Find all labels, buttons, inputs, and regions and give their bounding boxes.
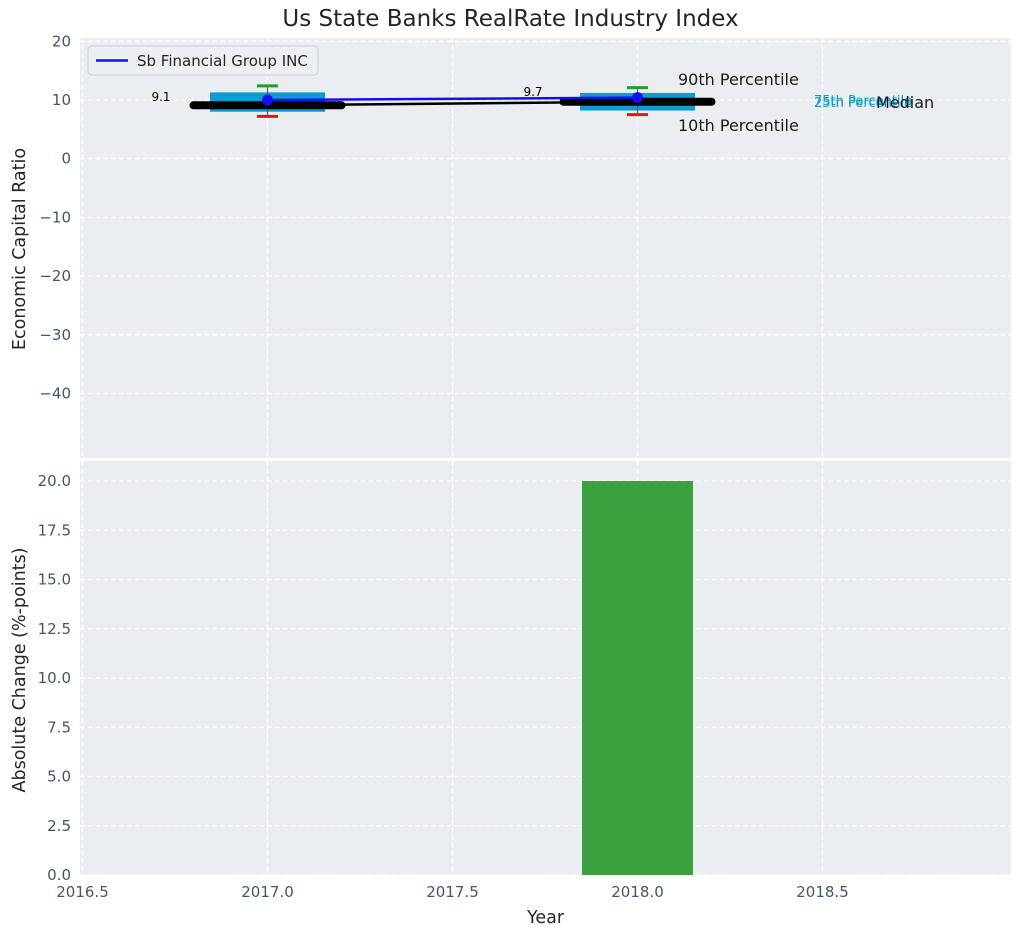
annotation: 75th Percentile (814, 94, 912, 109)
chart-title: Us State Banks RealRate Industry Index (282, 6, 739, 32)
annotation: 10th Percentile (678, 116, 799, 135)
x-tick-label: 2018.0 (611, 883, 664, 901)
top-y-tick-label: −20 (39, 267, 71, 285)
x-tick-label: 2016.5 (56, 883, 109, 901)
bottom-panel (80, 461, 1011, 875)
bottom-y-tick-label: 7.5 (47, 718, 71, 736)
change-bar (582, 481, 693, 875)
x-tick-label: 2017.5 (426, 883, 479, 901)
x-tick-label: 2018.5 (796, 883, 849, 901)
x-tick-label: 2017.0 (241, 883, 294, 901)
bottom-y-tick-label: 20.0 (38, 472, 71, 490)
annotation: 9.1 (151, 90, 170, 104)
bottom-y-axis-label: Absolute Change (%-points) (10, 547, 30, 793)
top-y-axis-label: Economic Capital Ratio (10, 147, 30, 351)
annotation: Median (876, 93, 934, 112)
top-y-tick-label: 0 (61, 150, 71, 168)
top-y-tick-label: 10 (52, 91, 71, 109)
company-marker (262, 94, 273, 106)
top-y-tick-label: −10 (39, 208, 71, 226)
company-line (267, 96, 638, 102)
bottom-y-tick-label: 5.0 (47, 768, 71, 786)
x-axis-label: Year (526, 908, 565, 928)
company-marker (632, 92, 643, 104)
bottom-y-tick-label: 12.5 (38, 620, 71, 638)
annotation: 90th Percentile (678, 70, 799, 89)
top-y-tick-label: −30 (39, 326, 71, 344)
bottom-y-tick-label: 2.5 (47, 817, 71, 835)
bottom-y-tick-label: 0.0 (47, 866, 71, 884)
bottom-y-tick-label: 15.0 (38, 571, 71, 589)
legend-label: Sb Financial Group INC (137, 52, 308, 70)
top-y-tick-label: 20 (52, 32, 71, 50)
annotation: 25th Percentile (814, 96, 912, 111)
bottom-y-tick-label: 10.0 (38, 669, 71, 687)
annotation: 9.7 (523, 85, 542, 99)
bottom-y-tick-label: 17.5 (38, 521, 71, 539)
legend-box (87, 45, 319, 76)
top-y-tick-label: −40 (39, 385, 71, 403)
